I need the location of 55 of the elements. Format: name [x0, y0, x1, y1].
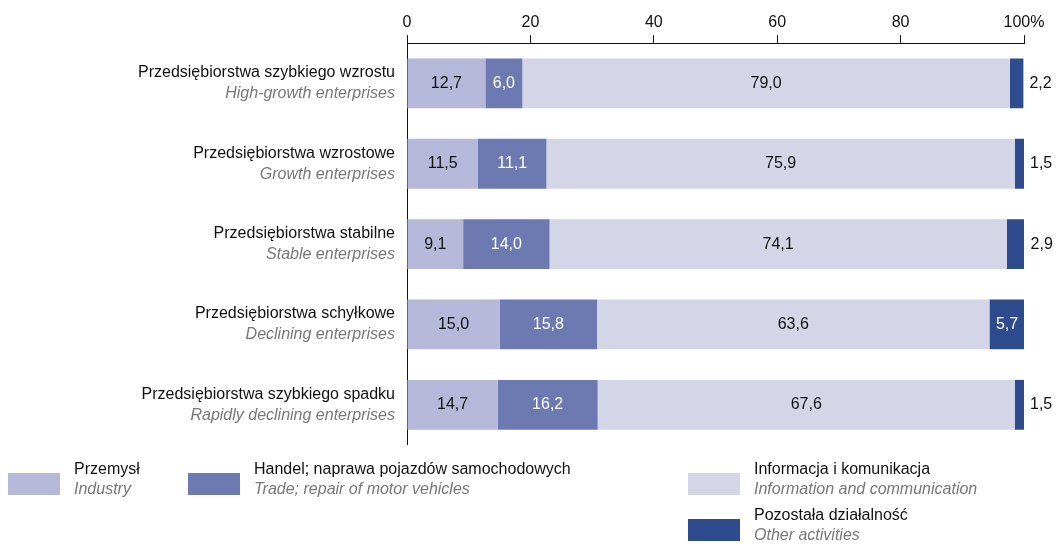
- data-label: 63,6: [777, 314, 809, 332]
- y-tick-label: Przedsiębiorstwa szybkiego wzrostu High-growth enterprises: [138, 63, 395, 102]
- bar: [549, 219, 1007, 270]
- x-tick-label: 20: [521, 13, 540, 31]
- x-tick-label: 60: [768, 13, 787, 31]
- bar: [522, 58, 1010, 109]
- data-label: 2,9: [1030, 234, 1053, 252]
- legend-label: Handel; naprawa pojazdów samochodowych Trade; repair of motor vehicles: [254, 459, 571, 499]
- data-label: 9,1: [424, 234, 447, 252]
- data-label: 14,7: [437, 395, 469, 413]
- y-tick-label: Przedsiębiorstwa stabilne Stable enterprises: [213, 224, 396, 263]
- bar: [597, 379, 1015, 430]
- bar: [497, 379, 598, 430]
- data-label: 15,0: [437, 314, 470, 332]
- bar: [546, 138, 1015, 189]
- data-label: 11,1: [497, 154, 528, 172]
- data-label: 79,0: [750, 73, 782, 91]
- bar: [477, 138, 547, 189]
- data-label: 75,9: [765, 154, 797, 172]
- data-label: 6,0: [492, 73, 516, 91]
- bar: [1014, 379, 1024, 430]
- x-tick-label: 80: [891, 13, 910, 31]
- bar: [407, 138, 478, 189]
- data-label: 1,5: [1030, 395, 1053, 413]
- data-label: 12,7: [430, 73, 463, 91]
- data-label: 5,7: [995, 314, 1019, 332]
- data-label: 2,2: [1029, 73, 1052, 91]
- data-label: 74,1: [762, 234, 794, 252]
- bar: [499, 299, 598, 350]
- bar: [1014, 138, 1024, 189]
- data-label: 14,0: [490, 234, 523, 252]
- legend-label: Pozostała działalność Other activities: [754, 505, 908, 545]
- bar: [463, 219, 550, 270]
- y-tick-label: Przedsiębiorstwa wzrostowe Growth enterprises: [193, 143, 396, 182]
- x-tick-label: 0: [402, 13, 412, 31]
- y-tick-label: Przedsiębiorstwa schyłkowe Declining enterprises: [194, 304, 396, 343]
- bar: [989, 299, 1024, 350]
- x-tick-label: 100%: [1003, 13, 1045, 31]
- bar: [1009, 58, 1024, 109]
- bar: [407, 219, 464, 270]
- data-label: 1,5: [1030, 154, 1053, 172]
- x-tick-label: 40: [644, 13, 663, 31]
- data-label: 15,8: [532, 314, 564, 332]
- data-label: 16,2: [532, 395, 564, 413]
- y-tick-label: Przedsiębiorstwa szybkiego spadku Rapidly declining enterprises: [141, 384, 395, 423]
- bar: [597, 299, 990, 350]
- bar: [485, 58, 523, 109]
- bar: [1006, 219, 1024, 270]
- bar: [407, 299, 500, 350]
- bar: [407, 58, 486, 109]
- bar: [407, 379, 498, 430]
- data-label: 67,6: [790, 395, 822, 413]
- legend-label: Informacja i komunikacja Information and communication: [754, 459, 978, 499]
- legend-label: Przemysł Industry: [74, 459, 140, 499]
- data-label: 11,5: [427, 154, 458, 172]
